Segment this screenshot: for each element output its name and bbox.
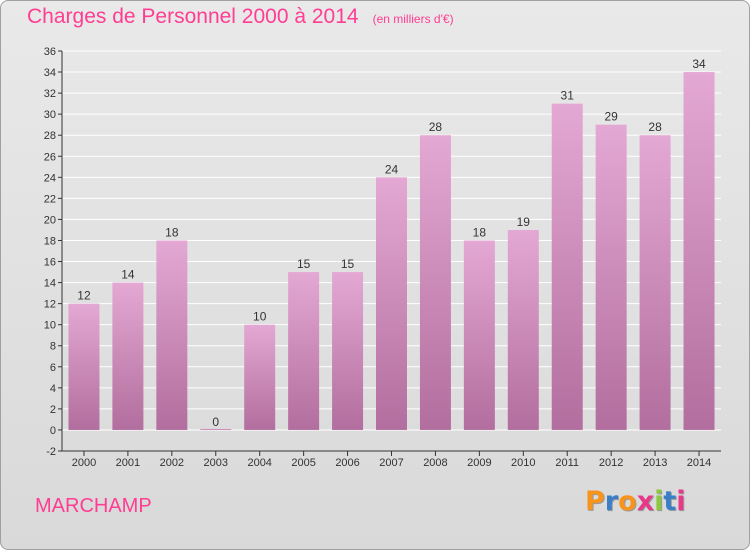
data-label: 29 [604, 110, 618, 124]
proxiti-logo: Proxiti [585, 486, 686, 517]
y-tick-label: 36 [44, 46, 56, 58]
x-tick-label: 2005 [291, 457, 315, 469]
data-label: 15 [297, 257, 311, 271]
bars [68, 72, 715, 430]
x-tick-label: 2004 [247, 457, 271, 469]
data-label: 15 [341, 257, 355, 271]
chart-title: Charges de Personnel 2000 à 2014 (en mill… [27, 5, 454, 29]
logo-letter: P [585, 486, 605, 517]
chart-subtitle: (en milliers d'€) [372, 12, 454, 26]
x-tick-label: 2003 [204, 457, 228, 469]
commune-name: MARCHAMP [35, 495, 152, 517]
logo-letter: i [676, 486, 686, 517]
logo-letter: t [663, 486, 677, 517]
bar [288, 272, 320, 430]
y-tick-label: -2 [46, 446, 56, 458]
logo-letter: r [604, 486, 619, 517]
y-tick-label: 26 [44, 151, 56, 163]
y-tick-label: 22 [44, 193, 56, 205]
bar [463, 240, 495, 430]
x-tick-label: 2006 [335, 457, 359, 469]
bar [156, 240, 188, 430]
data-label: 28 [648, 120, 662, 134]
logo-letter: x [636, 486, 655, 517]
y-tick-label: 4 [50, 383, 56, 395]
bar [200, 428, 232, 430]
x-tick-label: 2007 [379, 457, 403, 469]
bar [507, 229, 539, 430]
y-tick-label: 6 [50, 362, 56, 374]
data-label: 18 [473, 225, 487, 239]
data-label: 19 [517, 215, 531, 229]
x-tick-label: 2010 [511, 457, 535, 469]
y-tick-label: 16 [44, 257, 56, 269]
bar [112, 282, 144, 430]
y-tick-label: 10 [44, 320, 56, 332]
data-label: 28 [429, 120, 443, 134]
x-tick-label: 2000 [72, 457, 96, 469]
bar [332, 272, 364, 430]
y-tick-label: 18 [44, 235, 56, 247]
bar [244, 324, 276, 430]
x-tick-label: 2011 [555, 457, 579, 469]
x-tick-label: 2009 [467, 457, 491, 469]
y-tick-label: 14 [44, 278, 56, 290]
data-label: 24 [385, 162, 399, 176]
x-tick-label: 2014 [687, 457, 711, 469]
x-tick-label: 2008 [423, 457, 447, 469]
bar [639, 135, 671, 430]
y-tick-label: 2 [50, 404, 56, 416]
data-label: 31 [561, 89, 575, 103]
y-tick-label: 12 [44, 299, 56, 311]
y-tick-label: 0 [50, 425, 56, 437]
logo-letter: i [654, 486, 664, 517]
x-tick-label: 2001 [116, 457, 140, 469]
bar [551, 103, 583, 430]
data-label: 34 [692, 57, 706, 71]
chart-title-text: Charges de Personnel 2000 à 2014 [27, 5, 359, 28]
bar [419, 135, 451, 430]
data-labels: 12 14 18 0 10 15 15 24 28 18 19 31 29 28 34 [77, 57, 706, 429]
data-label: 18 [165, 225, 179, 239]
y-tick-label: 24 [44, 172, 56, 184]
y-tick-label: 28 [44, 130, 56, 142]
y-tick-label: 8 [50, 341, 56, 353]
bar [68, 303, 100, 430]
bar [595, 124, 627, 430]
x-tick-label: 2002 [160, 457, 184, 469]
y-tick-label: 30 [44, 109, 56, 121]
logo-letter: o [618, 486, 637, 517]
x-tick-label: 2012 [599, 457, 623, 469]
bar [376, 177, 407, 430]
data-label: 14 [121, 268, 135, 282]
data-label: 10 [253, 310, 267, 324]
data-label: 0 [212, 415, 219, 429]
bar [683, 72, 715, 430]
y-tick-label: 34 [44, 67, 56, 79]
x-tick-label: 2013 [643, 457, 667, 469]
y-tick-label: 32 [44, 88, 56, 100]
y-tick-label: 20 [44, 214, 56, 226]
data-label: 12 [77, 289, 91, 303]
